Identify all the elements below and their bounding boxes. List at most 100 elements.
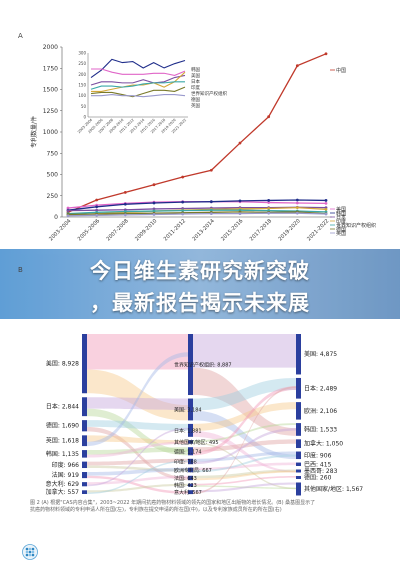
- series-point: [181, 209, 185, 213]
- right-node: [296, 469, 301, 473]
- series-point: [123, 213, 127, 217]
- right-node-label: 其他国家/地区: 1,567: [304, 485, 363, 493]
- left-node-label: 韩国: 1,135: [46, 450, 79, 458]
- right-node-label: 德国: 260: [304, 473, 332, 481]
- middle-node-label: 韩国: 423: [174, 482, 197, 489]
- flow-left-middle: [87, 397, 188, 410]
- series-point: [238, 199, 242, 203]
- series-line: [67, 53, 327, 213]
- series-point: [324, 207, 328, 211]
- banner-title-line1: 今日维生素研究新突破: [90, 259, 310, 283]
- series-point: [238, 212, 242, 216]
- middle-node: [188, 458, 193, 465]
- right-node-label: 韩国: 1,533: [304, 425, 337, 433]
- x-tick-label: 2021-2022: [306, 218, 330, 242]
- x-tick-label: 2007-2008: [106, 218, 130, 242]
- flow-middle-right: [193, 451, 296, 462]
- banner-title-line2: ，最新报告揭示未来展: [90, 291, 310, 315]
- right-node: [296, 475, 301, 479]
- flow-middle-right: [193, 423, 296, 443]
- middle-node-label: 法国: 643: [174, 475, 197, 482]
- right-node: [296, 439, 301, 449]
- flow-middle-right: [193, 386, 296, 456]
- inset-legend-label: 世界知识产权组织: [191, 90, 227, 97]
- flow-middle-right: [193, 428, 296, 465]
- x-tick-label: 2013-2014: [192, 218, 217, 243]
- y-tick-label: 1000: [43, 129, 58, 136]
- right-node-label: 欧洲: 2,106: [304, 407, 337, 415]
- flow-middle-right: [193, 367, 296, 436]
- flow-left-middle: [87, 427, 188, 487]
- right-node-label: 墨西哥: 283: [304, 468, 338, 475]
- series-point: [295, 206, 299, 210]
- legend-label: 美国: [336, 206, 346, 213]
- inset-y-tick-label: 300: [78, 51, 86, 56]
- flow-middle-right: [193, 475, 296, 486]
- middle-node: [188, 490, 193, 495]
- left-node: [82, 435, 87, 447]
- middle-node-label: 世界知识产权组织: 8,887: [174, 362, 232, 369]
- sankey-chart-b: 美国: 8,928 日本: 2,844 德国: 1,690 英国: 1,618 韩国: …: [46, 334, 363, 496]
- series-point: [66, 209, 70, 213]
- left-node-label: 美国: 8,928: [46, 360, 79, 368]
- inset-y-tick-label: 200: [78, 72, 86, 77]
- series-point: [295, 201, 299, 205]
- series-point: [95, 213, 99, 217]
- series-point: [238, 141, 242, 145]
- flow-left-middle: [87, 408, 188, 456]
- x-tick-label: 2015-2016: [220, 218, 244, 242]
- line-chart-a: 025050075010001250150017502000专利数量/件2003…: [30, 44, 376, 243]
- inset-series-line: [91, 68, 186, 76]
- flow-left-middle: [87, 435, 188, 444]
- flow-middle-right: [193, 469, 296, 479]
- right-node-label: 日本: 2,489: [304, 384, 337, 392]
- flow-left-middle: [87, 483, 188, 493]
- series-point: [181, 212, 185, 216]
- series-point: [267, 201, 271, 204]
- right-node-label: 加拿大: 1,050: [304, 440, 343, 448]
- middle-node-label: 日本: 1,881: [174, 427, 202, 434]
- right-node: [296, 423, 301, 436]
- right-node-label: 巴西: 415: [304, 461, 332, 468]
- y-axis-label: 专利数量/件: [30, 116, 38, 148]
- x-tick-label: 2009-2010: [134, 218, 158, 242]
- right-node-label: 印度: 906: [304, 451, 332, 459]
- middle-node: [188, 334, 193, 396]
- panel-label-a: A: [18, 32, 23, 40]
- series-point: [95, 208, 99, 212]
- inset-legend-label: 韩国: [191, 66, 200, 73]
- left-node-label: 德国: 1,690: [46, 422, 79, 430]
- right-node: [296, 402, 301, 420]
- right-node: [296, 334, 301, 375]
- x-tick-label: 2011-2012: [163, 218, 187, 242]
- flow-middle-right: [193, 482, 296, 493]
- flow-left-middle: [87, 475, 188, 494]
- series-point: [66, 214, 70, 218]
- flow-left-middle: [87, 467, 188, 476]
- series-point: [295, 64, 299, 68]
- x-tick-label: 2017-2018: [249, 218, 273, 242]
- left-node-label: 印度: 966: [52, 461, 80, 469]
- series-point: [152, 183, 156, 187]
- left-node: [82, 490, 87, 494]
- flow-left-middle: [87, 334, 188, 370]
- legend-label: 世界知识产权组织: [336, 222, 376, 229]
- series-point: [152, 201, 156, 205]
- flow-middle-right: [193, 485, 296, 490]
- left-node-label: 日本: 2,844: [46, 403, 79, 411]
- flow-left-middle: [87, 447, 188, 455]
- middle-node: [188, 423, 193, 437]
- left-node: [82, 461, 87, 469]
- series-point: [152, 213, 156, 216]
- flow-middle-right: [193, 462, 296, 471]
- left-node: [82, 450, 87, 458]
- series-point: [66, 206, 70, 210]
- series-point: [267, 211, 271, 215]
- series-point: [209, 168, 213, 172]
- y-tick-label: 1500: [43, 87, 58, 94]
- y-tick-label: 0: [54, 214, 58, 221]
- inset-y-tick-label: 0: [83, 115, 86, 120]
- series-point: [324, 212, 328, 216]
- left-node-label: 意大利: 629: [46, 480, 80, 488]
- series-point: [295, 211, 299, 215]
